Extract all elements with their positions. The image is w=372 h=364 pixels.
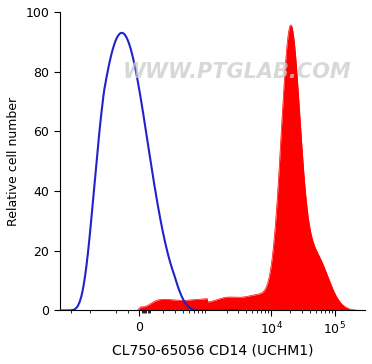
X-axis label: CL750-65056 CD14 (UCHM1): CL750-65056 CD14 (UCHM1) bbox=[112, 343, 313, 357]
Text: WWW.PTGLAB.COM: WWW.PTGLAB.COM bbox=[122, 62, 351, 82]
Y-axis label: Relative cell number: Relative cell number bbox=[7, 97, 20, 226]
